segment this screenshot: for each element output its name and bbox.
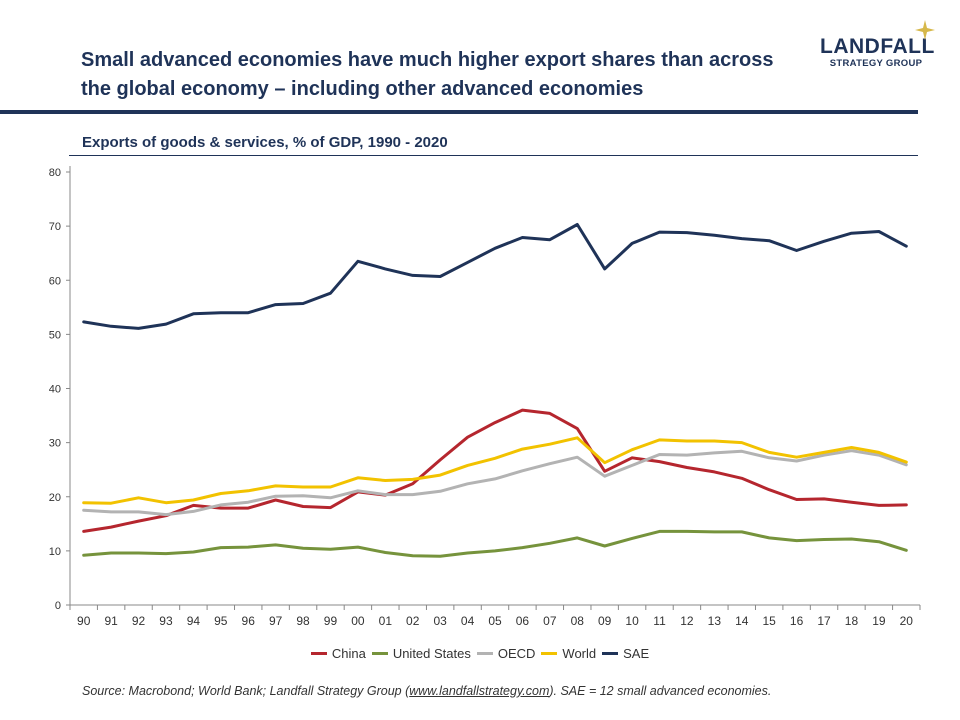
star-icon xyxy=(915,20,935,40)
source-note: Source: Macrobond; World Bank; Landfall … xyxy=(82,684,771,698)
x-tick-label: 97 xyxy=(269,614,283,628)
y-tick-label: 20 xyxy=(49,492,61,504)
legend-swatch xyxy=(310,652,327,655)
x-tick-label: 06 xyxy=(516,614,530,628)
legend-label: China xyxy=(331,646,366,661)
series-line-china xyxy=(82,408,908,533)
x-tick-label: 11 xyxy=(653,614,666,628)
legend-item-world: World xyxy=(541,646,596,661)
y-tick-label: 0 xyxy=(55,600,61,612)
legend-label: OECD xyxy=(497,646,536,661)
landfall-logo: LANDFALL STRATEGY GROUP xyxy=(820,35,935,70)
legend-swatch xyxy=(602,652,619,655)
x-tick-label: 07 xyxy=(543,614,557,628)
x-tick-label: 20 xyxy=(900,614,914,628)
legend-label: United States xyxy=(392,646,471,661)
chart-title-underline xyxy=(69,155,918,156)
legend-label: SAE xyxy=(623,646,650,661)
x-tick-label: 16 xyxy=(790,614,804,628)
y-tick-label: 40 xyxy=(49,384,61,396)
x-tick-label: 09 xyxy=(598,614,612,628)
title-line-2: the global economy – including other adv… xyxy=(81,78,644,100)
logo-name: LANDFALL xyxy=(820,35,935,58)
legend-item-oecd: OECD xyxy=(476,646,536,661)
x-tick-label: 95 xyxy=(214,614,228,628)
source-link[interactable]: www.landfallstrategy.com xyxy=(409,684,550,698)
x-tick-label: 18 xyxy=(845,614,859,628)
legend-swatch xyxy=(541,652,558,655)
chart-title: Exports of goods & services, % of GDP, 1… xyxy=(82,134,448,151)
series-line-world xyxy=(82,436,908,505)
x-tick-label: 03 xyxy=(433,614,447,628)
page-title: Small advanced economies have much highe… xyxy=(81,46,811,104)
x-tick-label: 92 xyxy=(132,614,146,628)
series-line-oecd xyxy=(82,449,908,517)
x-tick-label: 93 xyxy=(159,614,173,628)
x-tick-label: 05 xyxy=(488,614,502,628)
source-text-end: ). SAE = 12 small advanced economies. xyxy=(549,684,772,698)
title-line-1: Small advanced economies have much highe… xyxy=(81,49,774,71)
series-line-united-states xyxy=(82,529,908,558)
x-tick-label: 08 xyxy=(571,614,585,628)
x-tick-label: 17 xyxy=(817,614,831,628)
source-text: Source: Macrobond; World Bank; Landfall … xyxy=(82,684,410,698)
y-tick-label: 70 xyxy=(49,221,61,233)
legend-item-united-states: United States xyxy=(371,646,471,661)
legend-label: World xyxy=(562,646,597,661)
header-divider xyxy=(0,110,918,114)
x-tick-label: 00 xyxy=(351,614,365,628)
y-tick-label: 60 xyxy=(49,275,61,287)
x-tick-label: 91 xyxy=(104,614,118,628)
x-tick-label: 90 xyxy=(77,614,91,628)
x-tick-label: 14 xyxy=(735,614,749,628)
x-tick-label: 99 xyxy=(324,614,338,628)
x-tick-label: 10 xyxy=(625,614,639,628)
x-tick-label: 04 xyxy=(461,614,475,628)
x-tick-label: 19 xyxy=(872,614,886,628)
x-tick-label: 96 xyxy=(242,614,256,628)
y-tick-label: 30 xyxy=(49,438,61,450)
x-tick-label: 02 xyxy=(406,614,420,628)
x-tick-label: 98 xyxy=(296,614,310,628)
y-tick-label: 50 xyxy=(49,329,61,341)
x-tick-label: 13 xyxy=(708,614,722,628)
x-tick-label: 15 xyxy=(763,614,777,628)
y-tick-label: 10 xyxy=(49,546,61,558)
y-tick-label: 80 xyxy=(49,167,61,179)
x-tick-label: 01 xyxy=(379,614,393,628)
legend-item-sae: SAE xyxy=(602,646,649,661)
chart-legend: China United States OECD World SAE xyxy=(0,646,960,661)
legend-item-china: China xyxy=(310,646,366,661)
logo-subtitle: STRATEGY GROUP xyxy=(829,58,923,69)
x-tick-label: 12 xyxy=(680,614,694,628)
series-line-sae xyxy=(82,223,908,330)
x-tick-label: 94 xyxy=(187,614,201,628)
legend-swatch xyxy=(371,652,388,655)
legend-swatch xyxy=(476,652,493,655)
